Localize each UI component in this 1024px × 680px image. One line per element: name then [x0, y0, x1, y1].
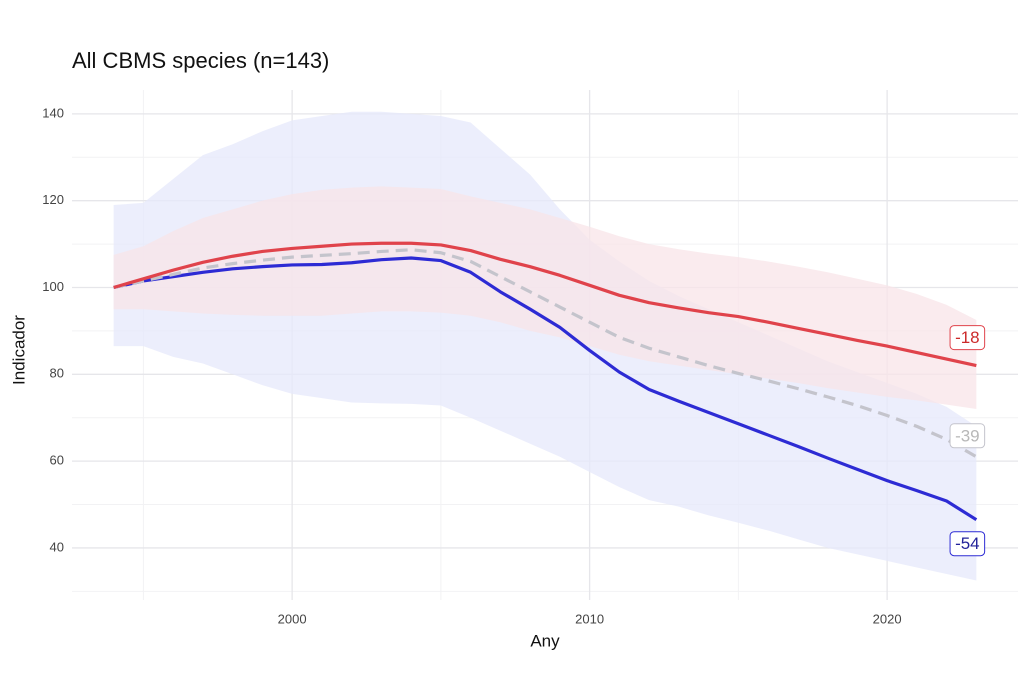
y-tick-label: 140 [42, 105, 64, 120]
line [113, 256, 978, 522]
x-tick-label: 2010 [575, 611, 604, 626]
end-label: -54 [949, 531, 986, 557]
x-tick-label: 2000 [278, 611, 307, 626]
end-label-box [949, 325, 986, 351]
x-axis-label: Any [530, 631, 560, 650]
end-label: -18 [949, 325, 986, 351]
end-label-box [949, 531, 986, 557]
y-axis-label: Indicador [9, 315, 28, 385]
end-label-text: -18 [955, 328, 980, 347]
chart-title: All CBMS species (n=143) [72, 48, 329, 73]
y-tick-label: 80 [50, 366, 64, 381]
x-tick-label: 2020 [873, 611, 902, 626]
line [113, 241, 977, 368]
end-label-text: -39 [955, 426, 980, 445]
y-tick-label: 120 [42, 192, 64, 207]
y-tick-label: 40 [50, 539, 64, 554]
end-label: -39 [949, 423, 986, 449]
end-label-text: -54 [955, 534, 980, 553]
y-tick-label: 100 [42, 279, 64, 294]
y-tick-label: 60 [50, 453, 64, 468]
end-label-box [949, 423, 986, 449]
line [113, 248, 978, 459]
